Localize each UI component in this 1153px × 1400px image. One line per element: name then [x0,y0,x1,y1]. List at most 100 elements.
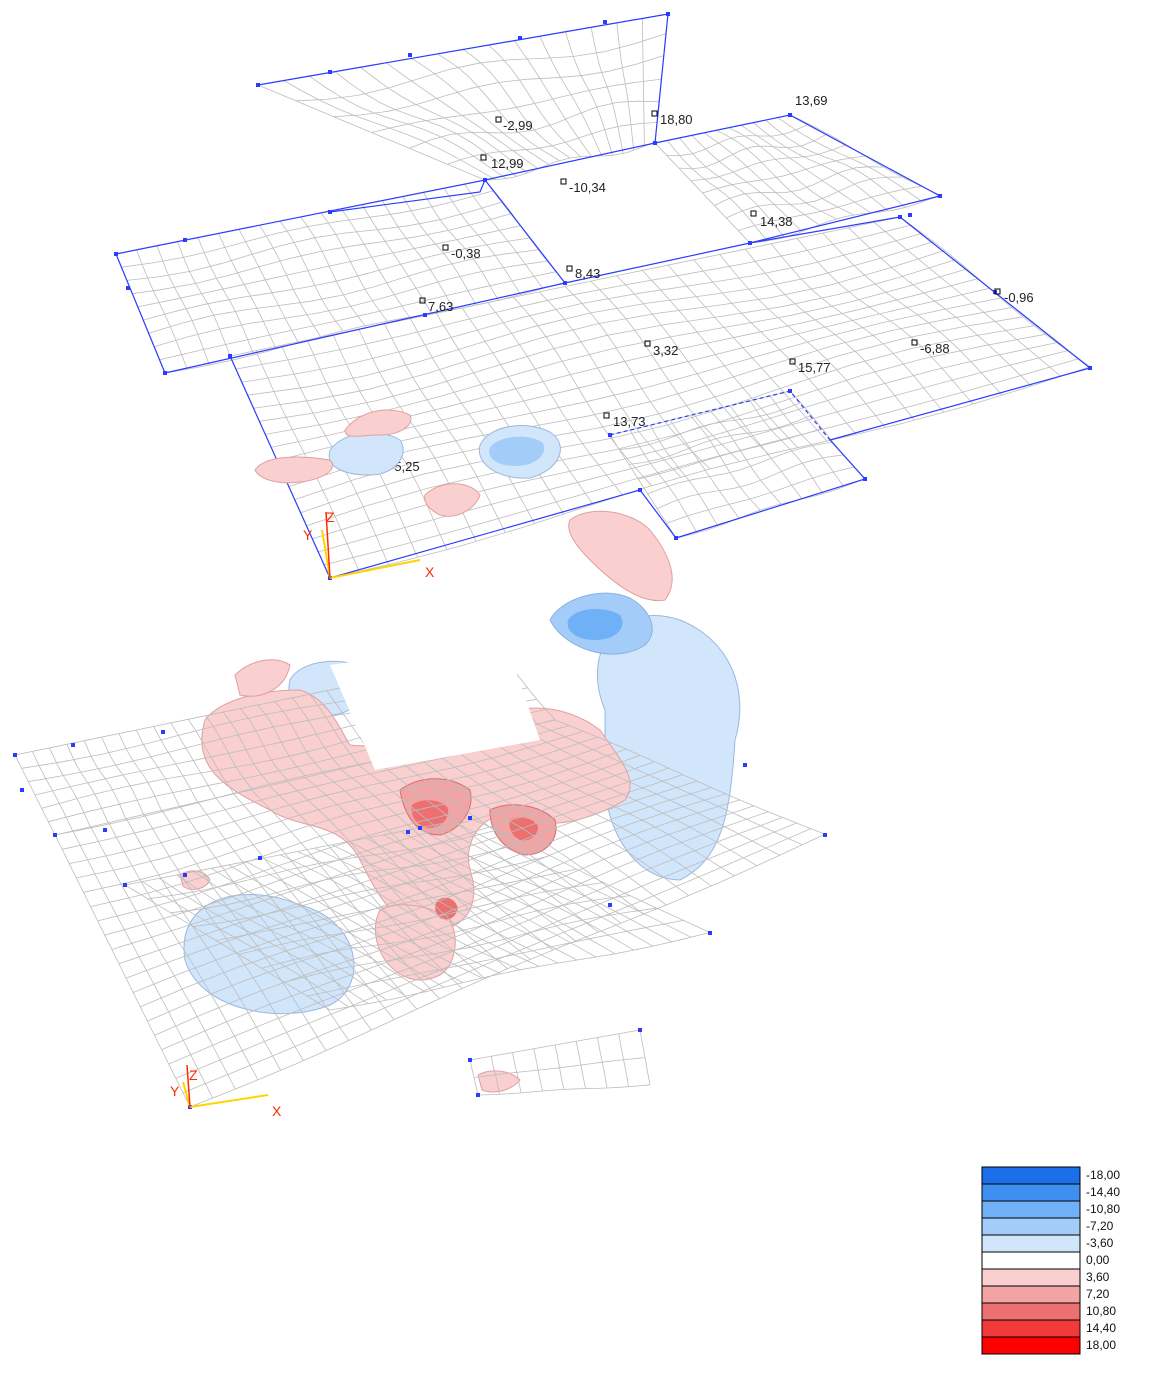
support-node [328,210,332,214]
support-node [748,241,752,245]
value-marker[interactable]: 3,32 [644,340,678,358]
x-axis-label: X [272,1103,282,1119]
support-node [163,371,167,375]
value-marker[interactable]: -0,96 [994,288,1034,305]
value-marker[interactable]: 12,99 [480,154,524,171]
support-node [256,83,260,87]
legend-label: -18,00 [1086,1168,1120,1182]
support-node [638,1028,642,1032]
support-node [103,828,107,832]
legend-swatch [981,1200,1081,1219]
support-node [228,354,232,358]
support-node [183,873,187,877]
value-marker[interactable]: 8,43 [566,265,600,281]
axis-triad: Z Y X [170,1064,282,1119]
legend-entry: 7,20 [981,1285,1110,1304]
value-marker[interactable]: 13,73 [603,412,646,429]
legend-label: 10,80 [1086,1304,1116,1318]
support-node [563,281,567,285]
legend-swatch [981,1217,1081,1236]
support-node [788,389,792,393]
support-node [53,833,57,837]
legend-entry: 0,00 [981,1251,1110,1270]
support-node [258,856,262,860]
support-node [518,36,522,40]
bottom-support-nodes [13,730,827,1109]
support-node [418,826,422,830]
svg-text:15,77: 15,77 [798,360,831,375]
svg-text:-2,99: -2,99 [503,118,533,133]
value-marker[interactable]: 13,69 [795,93,828,108]
legend-swatch [981,1251,1081,1270]
support-node [823,833,827,837]
value-marker[interactable]: 14,38 [750,210,793,229]
legend-swatch [981,1166,1081,1185]
legend-label: -7,20 [1086,1219,1114,1233]
support-node [938,194,942,198]
top-mesh-grid [115,13,1091,579]
legend-swatch [981,1336,1081,1355]
z-axis-label: Z [326,509,335,525]
legend-label: 14,40 [1086,1321,1116,1335]
legend-label: 0,00 [1086,1253,1110,1267]
support-node [708,931,712,935]
y-axis-label: Y [303,527,313,543]
value-marker[interactable]: -6,88 [911,339,950,356]
svg-text:7,63: 7,63 [428,299,453,314]
value-marker[interactable]: 18,80 [651,110,693,127]
support-node [788,113,792,117]
svg-text:8,43: 8,43 [575,266,600,281]
value-marker[interactable]: 15,77 [789,358,831,375]
top-deformed-mesh-view: -2,99 18,80 13,69 12,99 -10,34 14,38 -0,… [114,12,1092,580]
top-slab-edges [115,13,1092,579]
legend-entry: 10,80 [981,1302,1116,1321]
y-axis-label: Y [170,1083,180,1099]
support-node [126,286,130,290]
bottom-contour-view: Z Y X [13,409,827,1119]
svg-text:13,69: 13,69 [795,93,828,108]
support-node [653,141,657,145]
support-node [20,788,24,792]
svg-text:3,32: 3,32 [653,343,678,358]
legend-entry: 3,60 [981,1268,1110,1287]
svg-text:18,80: 18,80 [660,112,693,127]
legend-swatch [981,1285,1081,1304]
axis-triad: Z Y X [303,509,435,580]
legend-entry: -7,20 [981,1217,1114,1236]
legend-swatch [981,1268,1081,1287]
legend-swatch [981,1319,1081,1338]
bottom-mesh-grid [14,640,826,1108]
legend-label: -3,60 [1086,1236,1114,1250]
svg-text:-10,34: -10,34 [569,180,606,195]
support-node [666,12,670,16]
color-legend: -18,00 -14,40 -10,80 -7,20 -3,60 0,00 3,60 7,20… [981,1166,1120,1355]
legend-entry: -18,00 [981,1166,1120,1185]
support-node [1088,366,1092,370]
support-node [123,883,127,887]
svg-text:14,38: 14,38 [760,214,793,229]
legend-label: 18,00 [1086,1338,1116,1352]
legend-swatch [981,1302,1081,1321]
top-support-nodes [114,12,1092,580]
support-node [898,215,902,219]
svg-text:-0,96: -0,96 [1004,290,1034,305]
value-marker[interactable]: -0,38 [442,244,481,261]
support-node [743,763,747,767]
support-node [674,536,678,540]
support-node [423,313,427,317]
value-marker[interactable]: -10,34 [560,178,606,195]
legend-label: -10,80 [1086,1202,1120,1216]
value-marker[interactable]: -2,99 [495,116,533,133]
support-node [863,477,867,481]
x-axis-label: X [425,564,435,580]
legend-entry: -10,80 [981,1200,1120,1219]
support-node [483,178,487,182]
support-node [468,816,472,820]
svg-text:12,99: 12,99 [491,156,524,171]
svg-text:-6,88: -6,88 [920,341,950,356]
svg-text:13,73: 13,73 [613,414,646,429]
legend-label: -14,40 [1086,1185,1120,1199]
value-marker[interactable]: 7,63 [419,297,453,314]
support-node [468,1058,472,1062]
legend-entry: -3,60 [981,1234,1114,1253]
